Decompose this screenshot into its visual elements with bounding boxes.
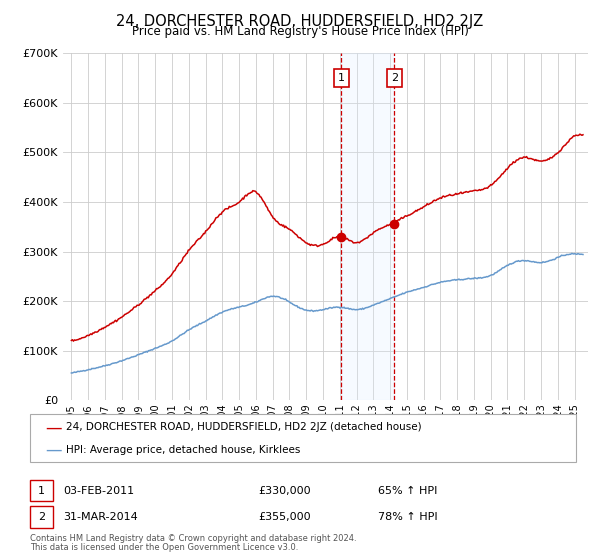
Text: 78% ↑ HPI: 78% ↑ HPI: [378, 512, 437, 522]
Text: —: —: [45, 441, 62, 459]
Text: 03-FEB-2011: 03-FEB-2011: [63, 486, 134, 496]
Text: £355,000: £355,000: [258, 512, 311, 522]
Text: Price paid vs. HM Land Registry's House Price Index (HPI): Price paid vs. HM Land Registry's House …: [131, 25, 469, 38]
Text: HPI: Average price, detached house, Kirklees: HPI: Average price, detached house, Kirk…: [66, 445, 301, 455]
Text: 1: 1: [338, 73, 345, 83]
Text: Contains HM Land Registry data © Crown copyright and database right 2024.: Contains HM Land Registry data © Crown c…: [30, 534, 356, 543]
Text: 31-MAR-2014: 31-MAR-2014: [63, 512, 138, 522]
Text: 65% ↑ HPI: 65% ↑ HPI: [378, 486, 437, 496]
Text: £330,000: £330,000: [258, 486, 311, 496]
Text: 2: 2: [391, 73, 398, 83]
Text: 2: 2: [38, 512, 45, 522]
Bar: [341, 53, 394, 400]
Text: 24, DORCHESTER ROAD, HUDDERSFIELD, HD2 2JZ (detached house): 24, DORCHESTER ROAD, HUDDERSFIELD, HD2 2…: [66, 422, 422, 432]
Text: This data is licensed under the Open Government Licence v3.0.: This data is licensed under the Open Gov…: [30, 543, 298, 552]
Text: 1: 1: [38, 486, 45, 496]
Text: 24, DORCHESTER ROAD, HUDDERSFIELD, HD2 2JZ: 24, DORCHESTER ROAD, HUDDERSFIELD, HD2 2…: [116, 14, 484, 29]
Text: —: —: [45, 418, 62, 436]
